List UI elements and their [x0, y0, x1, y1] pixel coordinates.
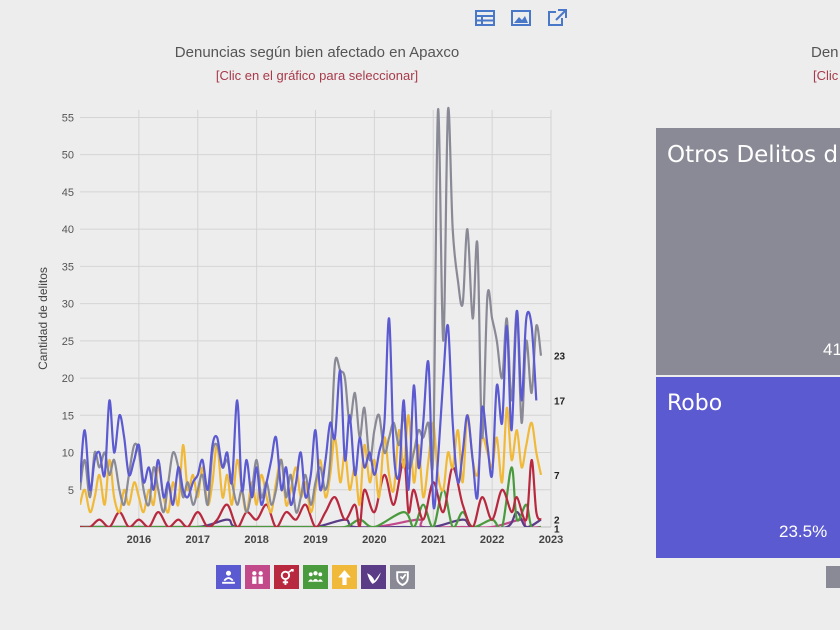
series-end-label: 17	[554, 396, 566, 407]
series-line[interactable]	[80, 106, 543, 514]
second-legend-icon[interactable]	[826, 566, 840, 588]
x-tick-label: 2020	[362, 534, 386, 546]
x-tick-label: 2021	[421, 534, 445, 546]
tile-label: Robo	[667, 391, 723, 416]
second-chart-title: Den	[811, 44, 839, 61]
y-tick-label: 35	[62, 261, 74, 273]
series-end-label: 2	[554, 516, 560, 527]
x-tick-label: 2018	[244, 534, 268, 546]
tile-percent: 41	[823, 340, 840, 359]
series-line[interactable]	[80, 466, 541, 529]
series-end-label: 7	[554, 471, 560, 482]
treemap-tile-otros[interactable]: Otros Delitos d 41	[656, 128, 840, 375]
tile-label: Otros Delitos d	[667, 142, 839, 168]
treemap-tile-robo[interactable]: Robo 23.5%	[656, 377, 840, 558]
series-line[interactable]	[80, 511, 542, 528]
treemap[interactable]: Otros Delitos d 41 Robo 23.5%	[656, 128, 840, 558]
series-end-label: 23	[554, 352, 566, 363]
chart-subtitle[interactable]: [Clic en el gráfico para seleccionar]	[215, 68, 419, 83]
table-icon[interactable]	[474, 8, 496, 28]
series-end-label: 1	[554, 525, 560, 536]
second-chart-subtitle[interactable]: [Clic	[813, 68, 839, 83]
y-tick-label: 55	[62, 112, 74, 124]
y-tick-label: 20	[62, 373, 74, 385]
chart-title: Denuncias según bien afectado en Apaxco	[174, 44, 460, 61]
y-tick-label: 50	[62, 150, 74, 162]
x-tick-label: 2022	[480, 534, 504, 546]
series-line[interactable]	[80, 309, 538, 510]
y-tick-label: 40	[62, 224, 74, 236]
y-tick-label: 25	[62, 336, 74, 348]
y-tick-label: 45	[62, 187, 74, 199]
chart-toolbar	[474, 8, 568, 28]
chart-legend	[216, 565, 415, 589]
series-line[interactable]	[80, 406, 543, 514]
shield-icon[interactable]	[390, 565, 415, 589]
x-tick-label: 2023	[539, 534, 563, 546]
dove-icon[interactable]	[361, 565, 386, 589]
y-tick-label: 15	[62, 410, 74, 422]
x-tick-label: 2016	[127, 534, 151, 546]
external-link-icon[interactable]	[546, 8, 568, 28]
image-icon[interactable]	[510, 8, 532, 28]
community-icon[interactable]	[303, 565, 328, 589]
series-line[interactable]	[80, 458, 542, 528]
y-tick-label: 30	[62, 299, 74, 311]
line-chart[interactable]: 5 10 15 20 25 30 35 40 45 50 55 2016 2017 2018 2019 202…	[0, 100, 600, 560]
y-tick-label: 10	[62, 448, 74, 460]
tile-percent: 23.5%	[779, 522, 828, 541]
y-tick-label: 5	[68, 485, 74, 497]
person-hands-icon[interactable]	[216, 565, 241, 589]
arrow-up-icon[interactable]	[332, 565, 357, 589]
family-icon[interactable]	[245, 565, 270, 589]
y-axis-label: Cantidad de delitos	[36, 267, 50, 370]
x-tick-label: 2019	[303, 534, 327, 546]
gender-icon[interactable]	[274, 565, 299, 589]
x-tick-label: 2017	[186, 534, 210, 546]
